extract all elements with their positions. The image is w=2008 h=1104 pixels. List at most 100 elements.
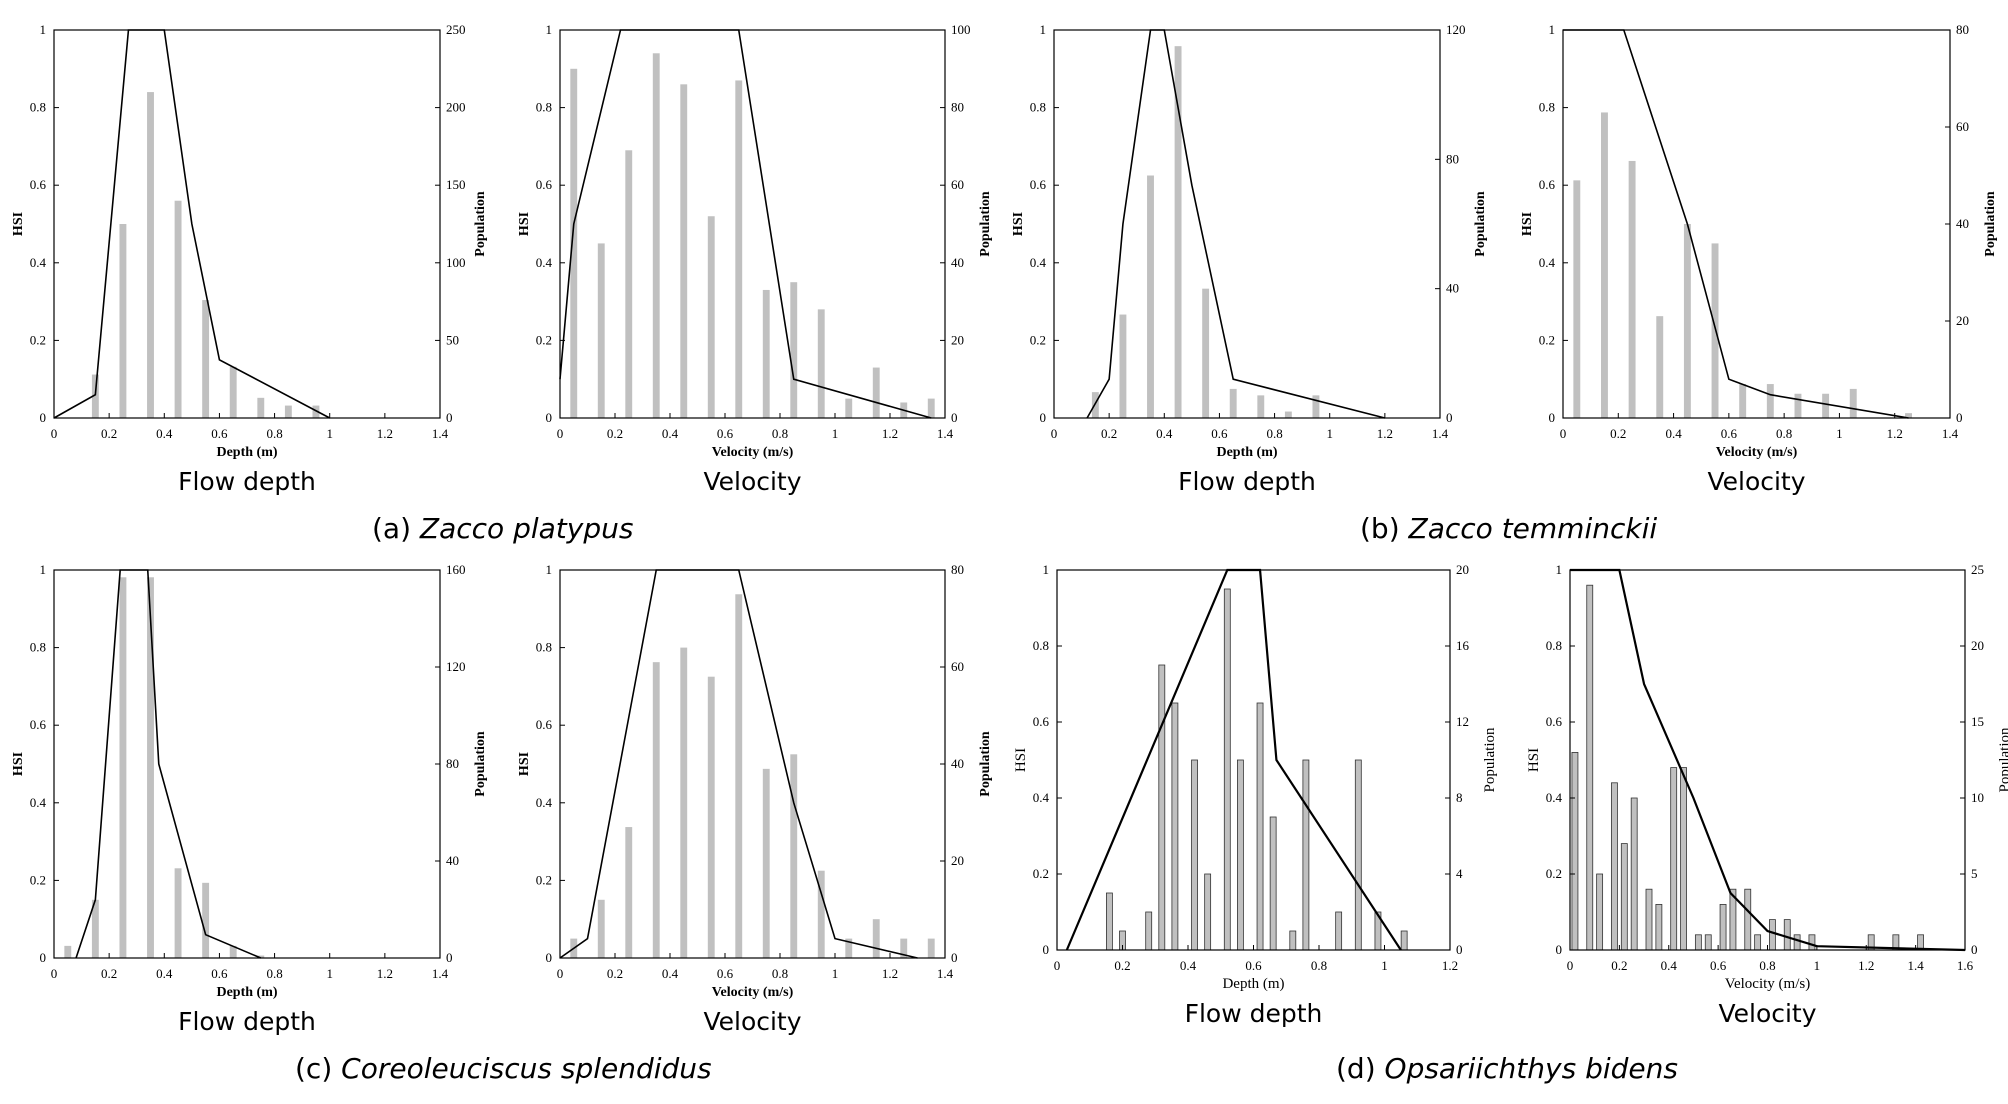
y2-axis-label: Population bbox=[473, 731, 488, 797]
y2-tick-label: 15 bbox=[1971, 714, 1984, 729]
population-bar bbox=[570, 68, 578, 419]
caption-letter: (c) bbox=[295, 1052, 332, 1085]
population-bar bbox=[1202, 288, 1210, 418]
y2-tick-label: 0 bbox=[446, 410, 453, 425]
population-bar bbox=[1147, 175, 1154, 418]
x-axis-label: Depth (m) bbox=[216, 445, 277, 460]
y-tick-label: 0.2 bbox=[536, 332, 552, 347]
population-bar bbox=[1573, 180, 1581, 418]
population-bar bbox=[1257, 395, 1265, 418]
x-tick-label: 1 bbox=[326, 426, 333, 441]
population-bar bbox=[1794, 393, 1802, 418]
population-bar bbox=[845, 398, 853, 418]
population-bar bbox=[64, 945, 72, 958]
y-tick-label: 0.8 bbox=[536, 640, 552, 655]
y-tick-label: 1 bbox=[40, 562, 47, 577]
y-tick-label: 0.6 bbox=[536, 717, 553, 732]
population-bar bbox=[1719, 904, 1727, 951]
x-tick-label: 1 bbox=[832, 426, 839, 441]
x-tick-label: 1.2 bbox=[882, 426, 898, 441]
population-bar bbox=[284, 405, 292, 418]
population-bar bbox=[1302, 759, 1310, 951]
y2-tick-label: 40 bbox=[1446, 281, 1459, 296]
plot-frame bbox=[1562, 29, 1951, 419]
population-bar bbox=[1596, 873, 1604, 951]
x-tick-label: 0 bbox=[557, 426, 564, 441]
plot-frame bbox=[1053, 29, 1441, 419]
y2-axis-label: Population bbox=[978, 191, 993, 257]
population-bar bbox=[872, 919, 880, 958]
y2-tick-label: 80 bbox=[951, 100, 964, 115]
y-axis-label: HSI bbox=[1011, 212, 1026, 236]
y-tick-label: 0.8 bbox=[1539, 100, 1555, 115]
x-tick-label: 0.2 bbox=[607, 966, 623, 981]
population-bar bbox=[174, 200, 182, 418]
plot-frame bbox=[53, 29, 441, 419]
y-tick-label: 0.4 bbox=[536, 795, 553, 810]
caption-b: (b) Zacco temminckii bbox=[1360, 512, 1657, 545]
population-bar bbox=[625, 827, 633, 958]
y-tick-label: 0.2 bbox=[1030, 332, 1046, 347]
population-bar bbox=[1237, 759, 1244, 951]
population-bar bbox=[735, 80, 743, 418]
x-tick-label: 0.4 bbox=[1661, 958, 1678, 973]
y-tick-label: 0 bbox=[1549, 410, 1556, 425]
x-tick-label: 0 bbox=[51, 426, 58, 441]
y-tick-label: 0.8 bbox=[30, 640, 46, 655]
population-bar bbox=[927, 938, 935, 958]
x-tick-label: 0.4 bbox=[662, 426, 679, 441]
population-bar bbox=[1704, 934, 1712, 951]
population-bar bbox=[1269, 816, 1277, 951]
x-tick-label: 0.8 bbox=[266, 426, 282, 441]
x-tick-label: 0.2 bbox=[607, 426, 623, 441]
population-bar bbox=[1204, 873, 1212, 951]
x-tick-label: 1 bbox=[1381, 958, 1388, 973]
hsi-line bbox=[1065, 568, 1402, 951]
chart-a-velocity: 0 0.2 0.4 0.6 0.8 1 1.2 1.400.20.40.60.81020406… bbox=[517, 22, 993, 496]
population-bar bbox=[1655, 904, 1663, 951]
y-tick-label: 0.6 bbox=[1030, 177, 1047, 192]
population-bar bbox=[1783, 919, 1791, 951]
x-tick-label: 0.2 bbox=[1101, 426, 1117, 441]
y-tick-label: 0.4 bbox=[1539, 255, 1556, 270]
population-bar bbox=[597, 899, 605, 958]
y-tick-label: 0 bbox=[546, 950, 553, 965]
population-bar bbox=[1620, 843, 1628, 951]
y-tick-label: 0.6 bbox=[1539, 177, 1556, 192]
y2-tick-label: 100 bbox=[446, 255, 466, 270]
y2-tick-label: 10 bbox=[1971, 790, 1984, 805]
x-tick-label: 1.2 bbox=[882, 966, 898, 981]
y2-tick-label: 80 bbox=[1446, 151, 1459, 166]
x-tick-label: 0.6 bbox=[211, 966, 228, 981]
y2-tick-label: 60 bbox=[951, 659, 964, 674]
y2-tick-label: 80 bbox=[1956, 22, 1969, 37]
caption-species: Opsariichthys bidens bbox=[1385, 1052, 1678, 1085]
x-tick-label: 0.6 bbox=[1211, 426, 1228, 441]
x-tick-label: 0.6 bbox=[717, 426, 734, 441]
population-bar bbox=[680, 647, 688, 958]
x-tick-label: 0.8 bbox=[772, 426, 788, 441]
population-bar bbox=[202, 300, 210, 418]
x-tick-label: 0 bbox=[1054, 958, 1061, 973]
plot-frame bbox=[1056, 569, 1451, 951]
x-axis-label: Velocity (m/s) bbox=[712, 445, 794, 460]
y-tick-label: 0.2 bbox=[30, 332, 46, 347]
x-tick-label: 1.4 bbox=[937, 966, 954, 981]
x-tick-label: 1 bbox=[832, 966, 839, 981]
svg-text:(a) Zacco platypus: (a) Zacco platypus bbox=[372, 512, 633, 545]
x-tick-label: 1.2 bbox=[1377, 426, 1393, 441]
y2-tick-label: 20 bbox=[951, 332, 964, 347]
population-bar bbox=[652, 53, 660, 418]
x-tick-label: 0 bbox=[51, 966, 58, 981]
x-tick-label: 1.4 bbox=[937, 426, 954, 441]
caption-letter: (a) bbox=[372, 512, 411, 545]
svg-text:(d) Opsariichthys bidens: (d) Opsariichthys bidens bbox=[1336, 1052, 1678, 1085]
y-tick-label: 0.6 bbox=[1546, 714, 1563, 729]
y-tick-label: 0 bbox=[40, 410, 47, 425]
y2-tick-label: 60 bbox=[1956, 119, 1969, 134]
population-bar bbox=[1656, 316, 1664, 418]
y-tick-label: 0.2 bbox=[1033, 866, 1049, 881]
x-tick-label: 0.2 bbox=[1610, 426, 1626, 441]
x-tick-label: 0.2 bbox=[101, 426, 117, 441]
y2-tick-label: 250 bbox=[446, 22, 466, 37]
